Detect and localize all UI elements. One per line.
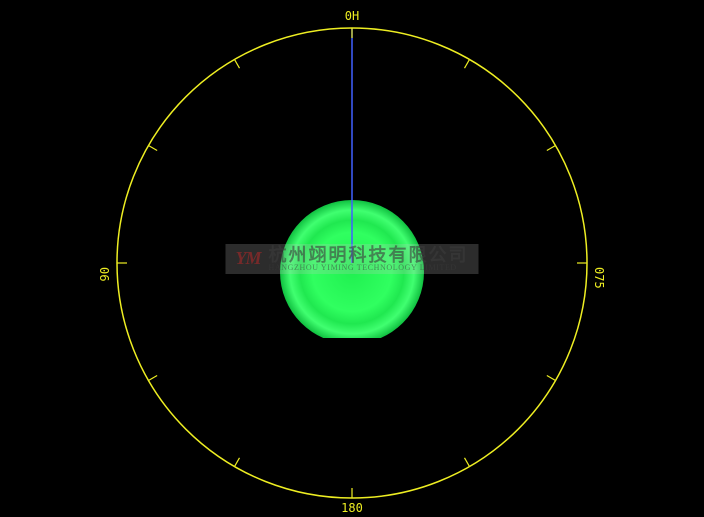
svg-text:0H: 0H [345,9,359,23]
svg-text:90: 90 [98,267,112,281]
svg-text:075: 075 [592,267,606,289]
svg-text:180: 180 [341,501,363,515]
polar-plot: 0H 075 180 90 [0,0,704,517]
